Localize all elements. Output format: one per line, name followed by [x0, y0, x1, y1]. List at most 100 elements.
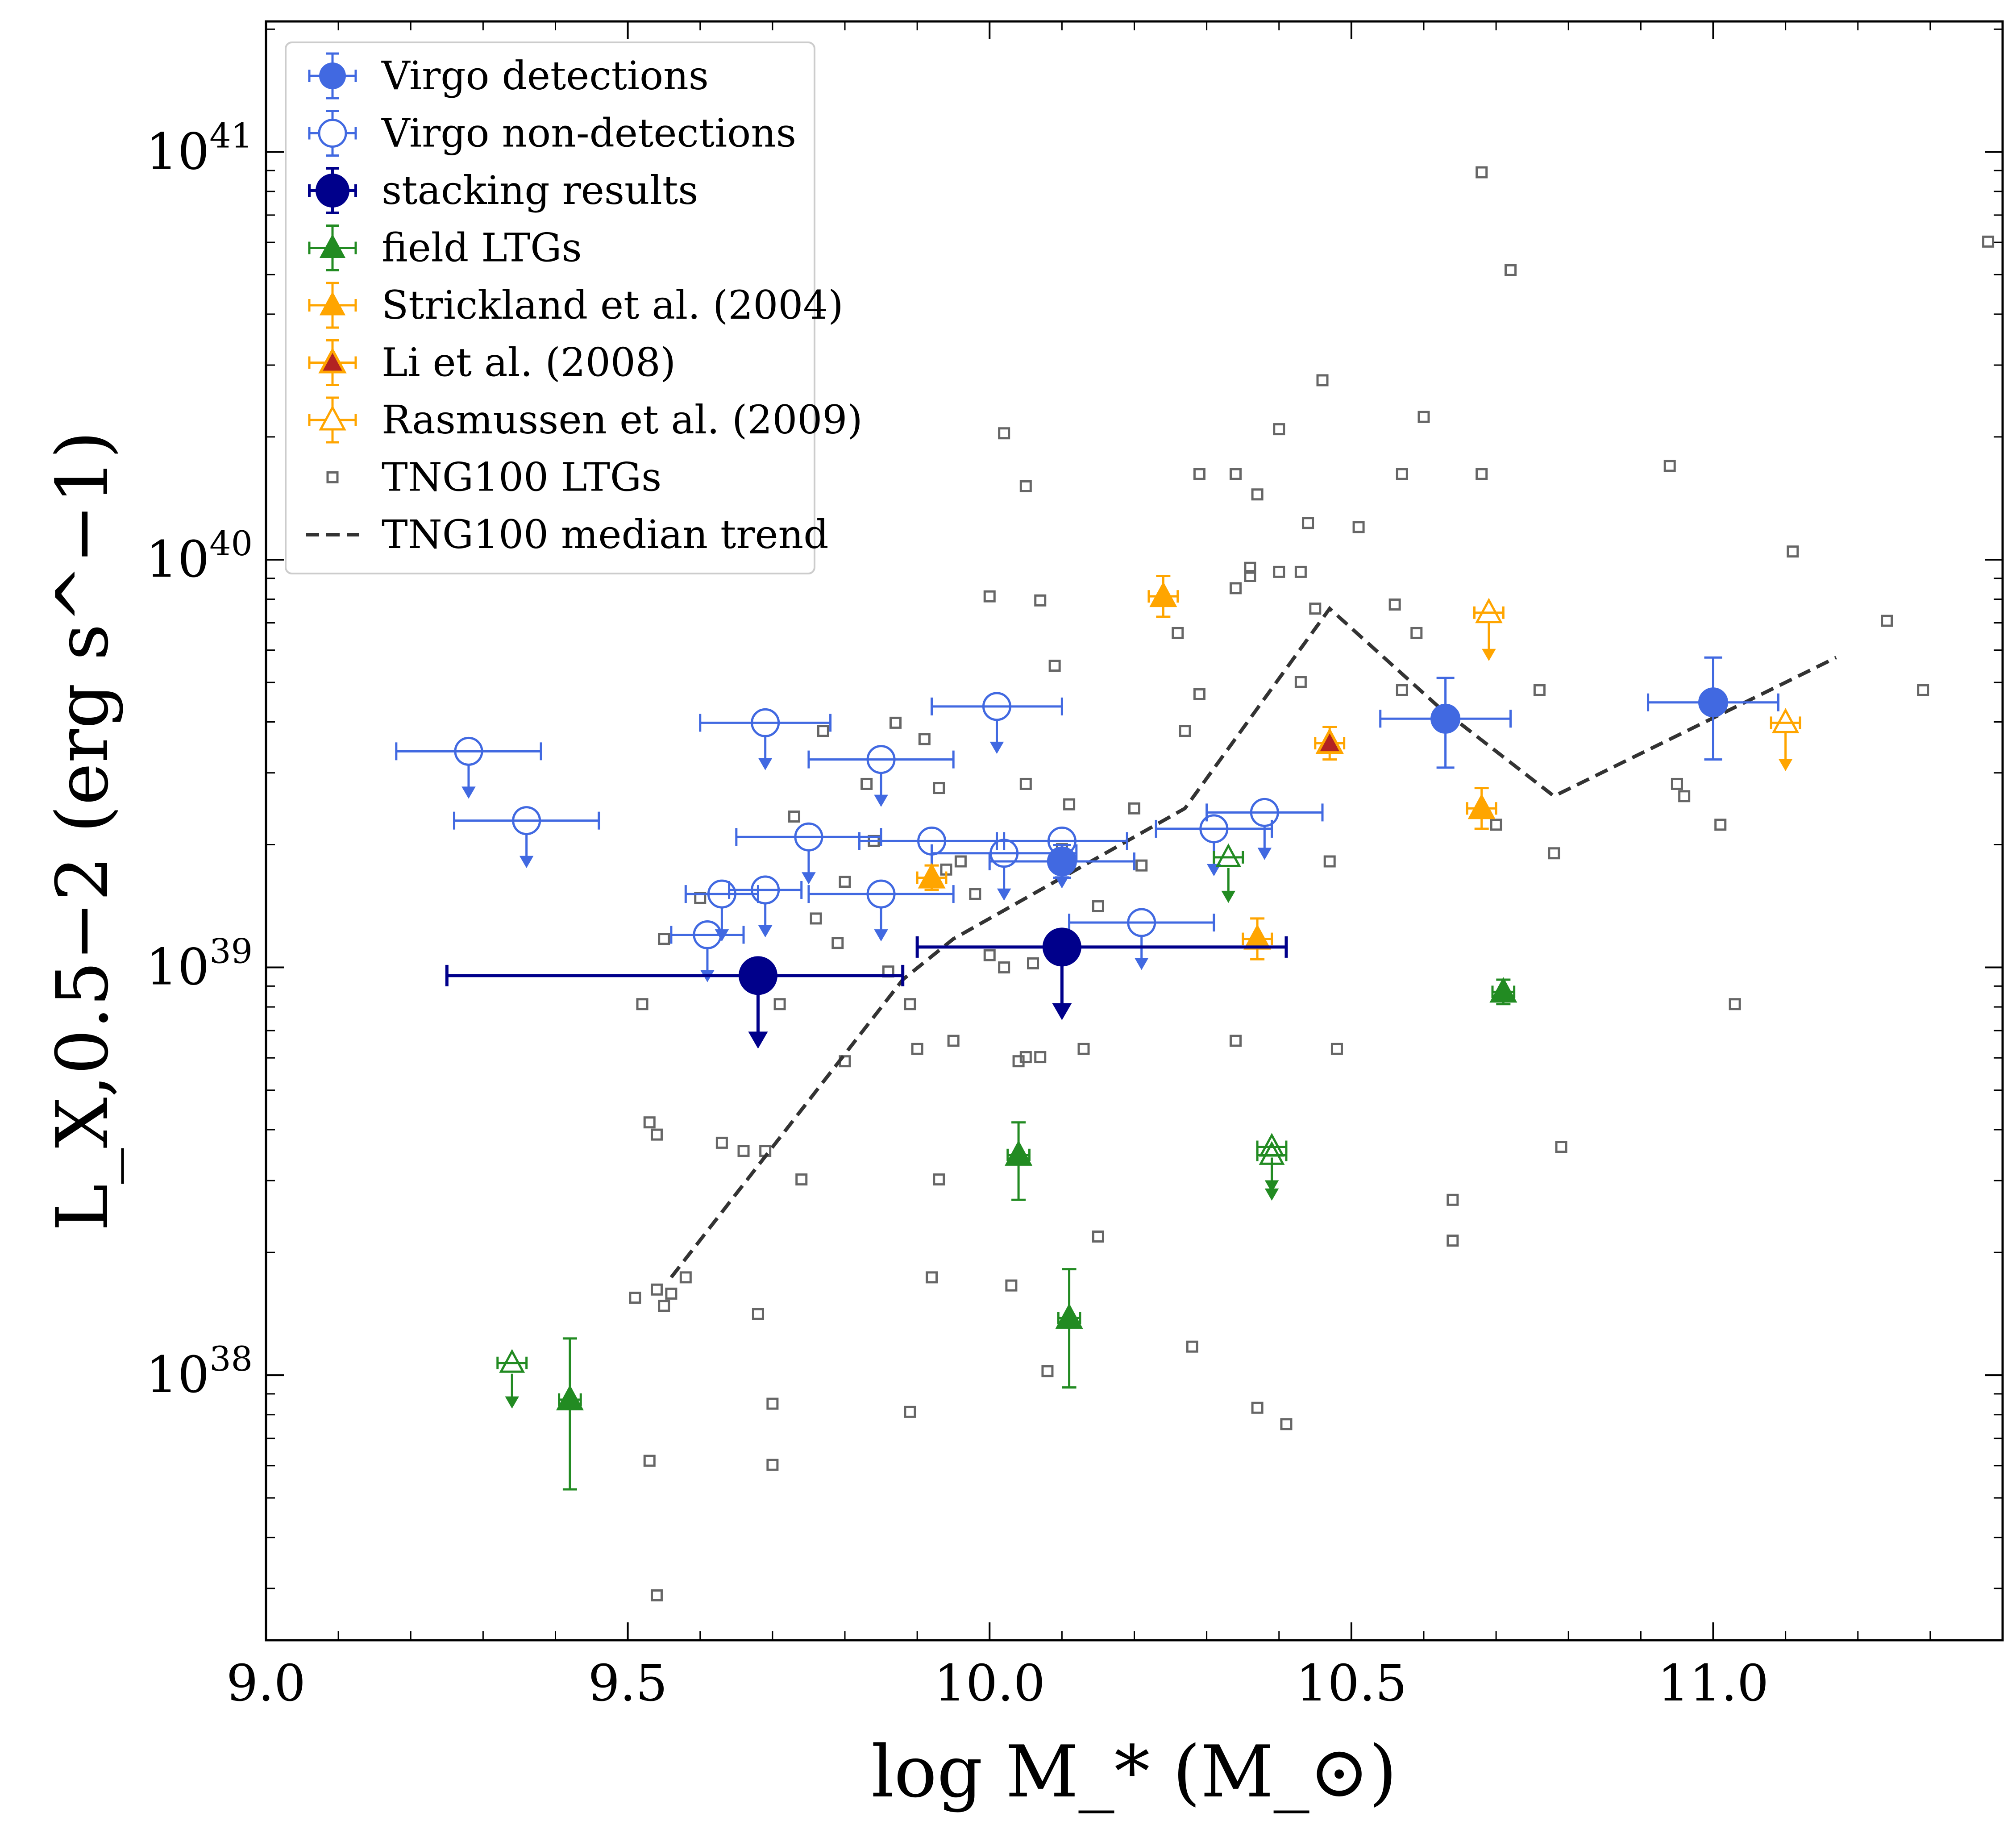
virgo-nondet-marker	[866, 879, 896, 909]
field-ltg	[496, 1349, 528, 1409]
virgo-nondet-arrow-head	[1134, 958, 1149, 970]
field-arrow-head	[1221, 890, 1236, 903]
tng100-point	[1048, 659, 1061, 672]
legend-item-li: Li et al. (2008)	[308, 339, 676, 386]
tng100-point	[1548, 847, 1560, 860]
rasmussen-point	[1473, 598, 1505, 661]
tng100-point	[1193, 468, 1205, 480]
virgo-nondet-marker	[866, 745, 896, 774]
legend-item-field: field LTGs	[308, 224, 582, 271]
virgo-nondet-arrow-head	[1257, 848, 1272, 860]
tng100-point	[1678, 790, 1691, 802]
x-tick-label: 10.5	[1296, 1655, 1407, 1713]
tng100-point	[918, 733, 931, 745]
virgo-detection	[1647, 656, 1779, 761]
tng100-point	[1005, 1279, 1018, 1292]
tng100-point	[998, 427, 1010, 440]
field-ltg	[1256, 1141, 1288, 1201]
tng100-point	[636, 998, 648, 1010]
tng100-point	[1034, 1051, 1047, 1064]
tng100-point	[1729, 998, 1741, 1010]
legend-marker	[319, 291, 346, 316]
stacking-result	[445, 956, 905, 1049]
tng100-point	[839, 876, 851, 888]
tng100-point	[831, 937, 844, 949]
tng100-point	[1251, 488, 1264, 501]
virgo-nondet-arrow-head	[989, 741, 1004, 754]
legend-item-stacking: stacking results	[308, 167, 698, 214]
tng100-point	[629, 1292, 641, 1304]
virgo-detection	[988, 844, 1135, 879]
legend-label: TNG100 LTGs	[382, 454, 661, 500]
strickland-point	[1466, 787, 1497, 830]
legend-item-strickland: Strickland et al. (2004)	[308, 282, 844, 329]
tng100-point	[1027, 957, 1039, 969]
tng100-point	[1034, 594, 1047, 607]
virgo-nondet-arrow-head	[758, 925, 773, 938]
tng100-point	[1019, 777, 1032, 790]
tng100-point	[1128, 802, 1140, 815]
virgo-nondetection	[807, 879, 955, 942]
tng100-point	[1244, 570, 1256, 582]
strickland-point	[1147, 574, 1179, 618]
tng100-point	[1663, 460, 1676, 472]
tng100-point	[1077, 1043, 1090, 1055]
tng100-point	[1476, 468, 1488, 480]
virgo-nondetection	[807, 745, 955, 807]
virgo-nondet-arrow-head	[1055, 876, 1069, 889]
virgo-nondet-arrow-head	[461, 786, 476, 799]
field-marker-open	[1215, 843, 1242, 867]
tng100-point	[650, 1283, 663, 1296]
tng100-point	[933, 1173, 945, 1186]
x-tick-label: 10.0	[934, 1655, 1045, 1713]
stacking-result	[915, 927, 1288, 1020]
tng100-point	[1388, 598, 1401, 611]
tng100-point	[1533, 684, 1546, 696]
legend-label: Li et al. (2008)	[382, 340, 676, 386]
tng100-point	[1490, 819, 1502, 831]
field-marker	[556, 1384, 584, 1410]
y-tick-label: 1039	[146, 931, 253, 997]
strickland-marker	[1149, 582, 1177, 607]
field-marker-open	[499, 1349, 525, 1373]
x-tick-label: 9.5	[588, 1655, 668, 1713]
x-axis-label: log M_* (M_⊙)	[871, 1730, 1397, 1813]
tng100-point	[1186, 1340, 1198, 1353]
tng100-point	[860, 777, 873, 790]
legend-frame	[285, 42, 815, 574]
legend-marker	[316, 174, 349, 208]
tng100-point	[926, 1271, 938, 1284]
legend-marker	[326, 471, 339, 483]
tng100-point	[737, 1145, 750, 1157]
legend-label: stacking results	[382, 167, 698, 213]
field-arrow-head	[1264, 1188, 1279, 1201]
tng100-point	[1092, 1231, 1104, 1243]
virgo-nondetection	[735, 822, 882, 885]
axis-ticks	[265, 21, 2004, 1640]
tng100-point	[1714, 819, 1727, 831]
tng100-point	[1063, 798, 1076, 811]
tng100-point	[658, 1300, 670, 1312]
tng100-point	[650, 1128, 663, 1141]
tng100-point	[1787, 545, 1799, 558]
tng100-point	[1410, 627, 1423, 639]
tng100-point	[1302, 517, 1314, 529]
tng100-point	[969, 888, 981, 900]
tng100-point	[1229, 1035, 1242, 1047]
tng100-point	[665, 1287, 678, 1300]
tng100-point	[810, 912, 822, 925]
tng100-point	[1294, 565, 1307, 578]
virgo-nondet-marker	[1250, 798, 1279, 827]
tng100-point	[1323, 855, 1336, 868]
legend-label: Virgo detections	[381, 53, 709, 99]
tng100-point	[1193, 688, 1205, 700]
tng100-point	[650, 1589, 663, 1602]
rasmussen-arrow-head	[1778, 759, 1793, 771]
tick-labels: 9.0 9.5 10.0 10.5 11.0 1038 1039 1040 1041	[146, 116, 1769, 1713]
tng100-point	[1555, 1141, 1567, 1153]
legend-marker	[318, 347, 347, 374]
tng100-point	[795, 1173, 808, 1186]
virgo-nondet-arrow-head	[874, 794, 888, 807]
virgo-nondet-marker	[454, 736, 483, 766]
tng100-point	[1280, 1418, 1293, 1430]
